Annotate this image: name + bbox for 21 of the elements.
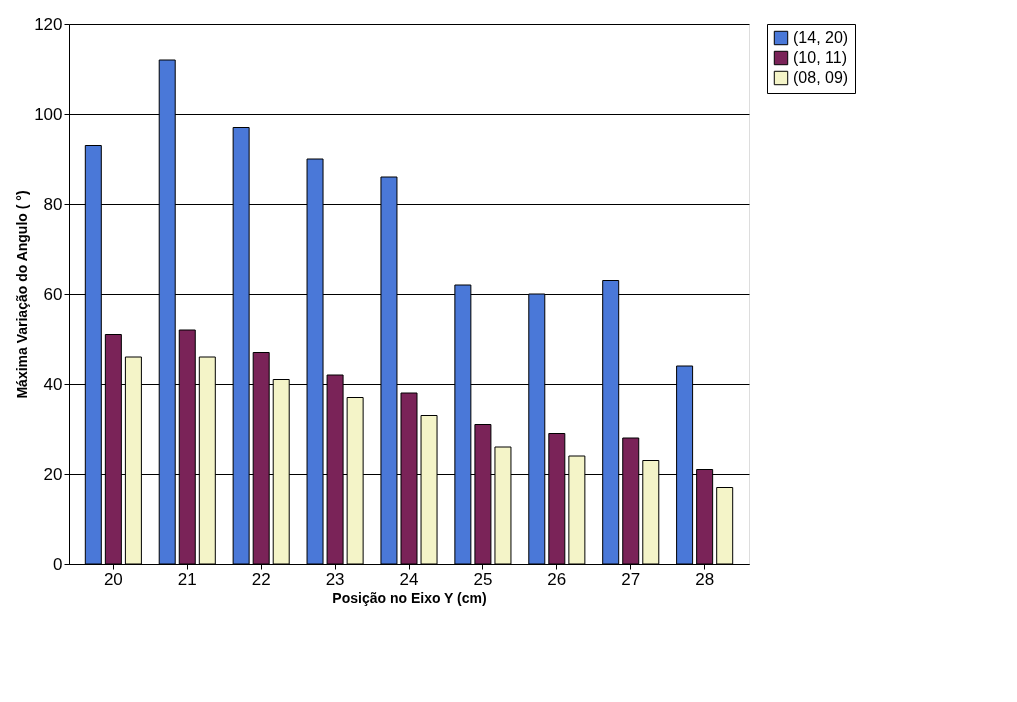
- y-tick-label: 100: [34, 104, 63, 124]
- x-tick-label: 21: [177, 569, 197, 589]
- y-axis-title: Máxima Variação do Angulo ( °): [14, 190, 31, 399]
- x-tick-label: 24: [399, 569, 419, 589]
- x-tick-label: 23: [325, 569, 345, 589]
- x-tick-label: 20: [103, 569, 123, 589]
- x-axis-title: Posição no Eixo Y (cm): [332, 589, 487, 606]
- y-tick-label: 20: [43, 464, 63, 484]
- y-tick-label: 40: [43, 374, 63, 394]
- y-tick-label: 120: [34, 14, 63, 34]
- x-tick-label: 26: [547, 569, 567, 589]
- y-tick-label: 60: [43, 284, 63, 304]
- y-tick-label: 80: [43, 194, 63, 214]
- legend-label: (14, 20): [793, 29, 849, 46]
- x-tick-label: 22: [251, 569, 271, 589]
- y-tick-label: 0: [53, 554, 63, 574]
- x-tick-label: 28: [695, 569, 715, 589]
- legend-label: (10, 11): [793, 49, 847, 66]
- legend-label: (08, 09): [793, 69, 849, 86]
- x-tick-label: 25: [473, 569, 493, 589]
- x-tick-label: 27: [621, 569, 641, 589]
